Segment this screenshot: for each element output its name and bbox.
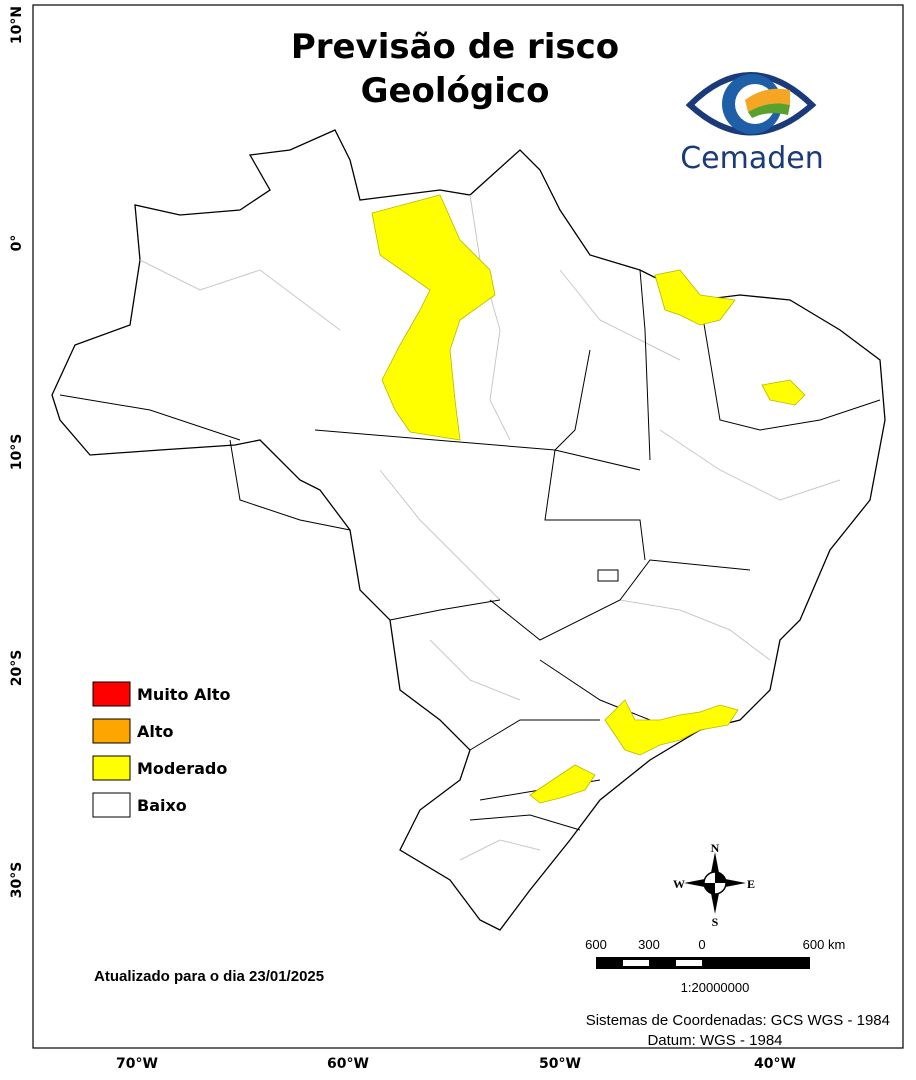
scale-label: 600 km (803, 937, 846, 952)
scale-label: 300 (638, 937, 660, 952)
risk-area (529, 764, 596, 804)
lat-label: 10°N (9, 6, 25, 44)
risk-area (654, 269, 736, 326)
municipal-borders (139, 194, 841, 861)
compass-rose: N S E W (673, 841, 755, 929)
title-line: Previsão de risco (291, 27, 619, 67)
lat-label: 30°S (9, 862, 25, 899)
legend-label: Muito Alto (137, 685, 231, 704)
legend-swatch (92, 718, 131, 744)
lon-label: 70°W (116, 1056, 158, 1072)
title-line: Geológico (361, 71, 550, 111)
legend-label: Alto (137, 722, 174, 741)
compass-label: E (747, 877, 755, 891)
legend-swatch (92, 792, 131, 818)
lat-label: 10°S (9, 434, 25, 471)
logo-text: Cemaden (680, 141, 824, 176)
logo: Cemaden (680, 72, 824, 176)
legend: Muito Alto Alto Moderado Baixo (92, 681, 231, 818)
lat-label: 20°S (9, 650, 25, 687)
legend-label: Baixo (137, 796, 187, 815)
coordinate-system: Sistemas de Coordenadas: GCS WGS - 1984 (586, 1012, 890, 1029)
compass-label: S (712, 915, 719, 929)
scale-label: 0 (698, 937, 705, 952)
risk-regions (371, 194, 806, 804)
risk-area (761, 379, 806, 406)
compass-label: N (711, 841, 720, 855)
compass-label: W (673, 877, 685, 891)
legend-swatch (92, 755, 131, 781)
scale-label: 600 (585, 937, 607, 952)
scale-bar: 600 300 0 600 km 1:20000000 (585, 937, 845, 995)
risk-area (371, 194, 496, 441)
lon-label: 40°W (754, 1056, 796, 1072)
lat-label: 0° (9, 235, 25, 252)
lon-label: 60°W (327, 1056, 369, 1072)
risk-area (604, 699, 739, 756)
legend-swatch (92, 681, 131, 707)
legend-label: Moderado (137, 759, 227, 778)
axis-labels: 10°N 0° 10°S 20°S 30°S 70°W 60°W 50°W 40°W (9, 6, 796, 1072)
update-date: Atualizado para o dia 23/01/2025 (94, 968, 324, 985)
datum: Datum: WGS - 1984 (647, 1032, 782, 1049)
lon-label: 50°W (539, 1056, 581, 1072)
scale-ratio: 1:20000000 (681, 980, 750, 995)
